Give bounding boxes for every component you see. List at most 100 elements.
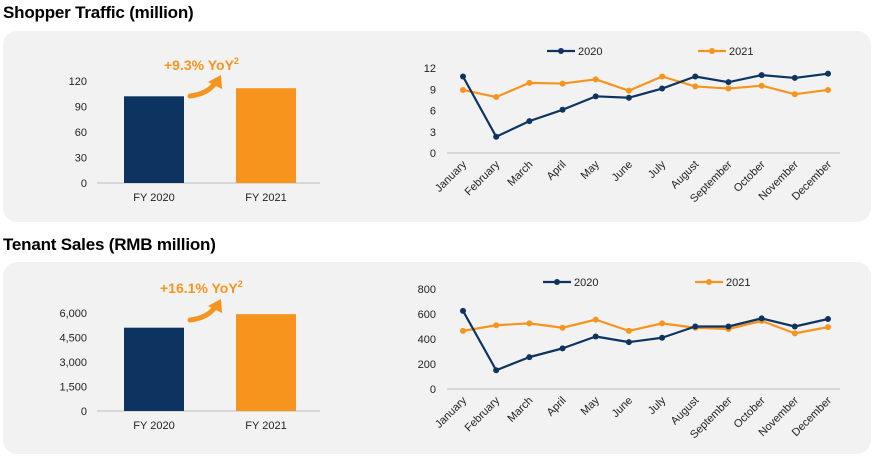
data-point-2021 [460,327,466,334]
line-y-tick-label: 6 [430,106,436,118]
data-point-2020 [592,333,599,340]
data-point-2020 [758,315,765,322]
bar-y-tick-label: 3,000 [59,357,87,369]
data-point-2021 [625,327,632,334]
yoy-label: +16.1% YoY2 [160,279,243,296]
legend-label-2021: 2021 [729,46,753,58]
data-point-2020 [725,79,732,86]
data-point-2020 [825,316,831,322]
data-point-2020 [692,73,699,80]
bar-y-tick-label: 60 [75,127,87,139]
data-point-2021 [659,73,666,80]
bar-y-tick-label: 0 [81,178,87,190]
legend-label-2020: 2020 [574,277,598,289]
line-y-tick-label: 800 [418,284,436,296]
data-point-2021 [493,94,500,101]
data-point-2021 [559,80,566,87]
line-y-tick-label: 0 [430,384,436,396]
data-point-2021 [526,320,533,327]
bar-category-label: FY 2021 [245,192,286,204]
data-point-2020 [659,334,666,341]
data-point-2021 [692,83,699,90]
data-point-2020 [592,93,599,100]
data-point-2020 [559,106,566,113]
legend-label-2020: 2020 [578,46,602,58]
data-point-2021 [791,91,798,98]
bar-y-tick-label: 120 [69,76,87,88]
data-point-2021 [725,85,732,92]
line-y-tick-label: 400 [418,334,436,346]
line-category-label: May [579,394,603,418]
data-point-2020 [460,307,466,314]
data-point-2021 [825,324,831,331]
bar-y-tick-label: 90 [75,102,87,114]
bar-fy-2021 [236,314,296,411]
data-point-2021 [559,324,566,331]
bar-y-tick-label: 6,000 [59,308,87,320]
yoy-arrowhead-icon [208,299,222,313]
line-y-tick-label: 9 [430,84,436,96]
bar-fy-2020 [124,327,184,411]
line-category-label: August [669,395,702,428]
bar-category-label: FY 2020 [133,192,174,204]
series-line-2020 [462,310,829,372]
data-point-2020 [460,73,466,80]
line-category-label: February [463,394,503,434]
data-point-2021 [625,87,632,94]
data-point-2021 [526,79,533,86]
line-y-tick-label: 12 [424,63,436,75]
data-point-2020 [625,94,632,101]
yoy-label: +9.3% YoY2 [164,56,239,73]
data-point-2020 [526,118,533,125]
data-point-2021 [592,316,599,323]
legend-label-2021: 2021 [726,277,750,289]
data-point-2020 [725,323,732,330]
shopper-traffic-title: Shopper Traffic (million) [3,3,194,22]
legend-marker-2020 [554,279,560,285]
legend-marker-2021 [706,279,712,285]
data-point-2021 [825,86,831,93]
bar-fy-2021 [236,88,296,183]
series-line-2020 [462,72,829,138]
data-point-2020 [659,85,666,92]
data-point-2021 [592,76,599,83]
data-point-2021 [791,330,798,337]
data-point-2020 [493,367,500,374]
yoy-arrowhead-icon [208,75,222,89]
data-point-2021 [460,86,466,93]
bar-y-tick-label: 1,500 [59,382,87,394]
bar-category-label: FY 2020 [133,420,174,432]
line-category-label: July [646,394,669,417]
line-y-tick-label: 3 [430,127,436,139]
data-point-2021 [493,322,500,329]
tenant-sales-title: Tenant Sales (RMB million) [3,235,216,254]
data-point-2020 [559,345,566,352]
data-point-2020 [526,354,533,361]
data-point-2020 [625,339,632,346]
data-point-2021 [659,320,666,327]
bar-y-tick-label: 30 [75,153,87,165]
line-y-tick-label: 0 [430,148,436,160]
data-point-2020 [758,72,765,79]
line-category-label: June [610,395,635,420]
bar-y-tick-label: 0 [81,406,87,418]
line-y-tick-label: 200 [418,359,436,371]
line-category-label: March [505,395,535,425]
data-point-2021 [758,82,765,89]
series-line-2021 [462,75,829,99]
data-point-2020 [825,70,831,77]
line-y-tick-label: 600 [418,309,436,321]
bar-y-tick-label: 4,500 [59,333,87,345]
data-point-2020 [493,133,500,140]
bar-fy-2020 [124,96,184,183]
yoy-arrow-icon [187,303,219,323]
series-line-2021 [462,318,829,335]
legend-marker-2020 [558,48,564,54]
legend-marker-2021 [709,48,715,54]
bar-category-label: FY 2021 [245,420,286,432]
data-point-2020 [791,74,798,81]
data-point-2020 [692,323,699,330]
line-category-label: April [545,395,569,419]
